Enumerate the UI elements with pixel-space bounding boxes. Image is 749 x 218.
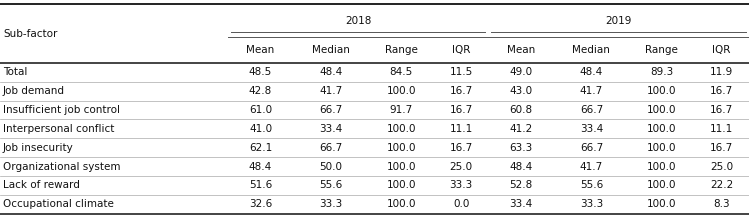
Text: 100.0: 100.0 (386, 180, 416, 190)
Text: 49.0: 49.0 (509, 67, 533, 77)
Text: 63.3: 63.3 (509, 143, 533, 153)
Text: 51.6: 51.6 (249, 180, 272, 190)
Text: Organizational system: Organizational system (3, 162, 121, 172)
Text: 48.4: 48.4 (509, 162, 533, 172)
Text: 33.3: 33.3 (449, 180, 473, 190)
Text: 41.7: 41.7 (580, 162, 603, 172)
Text: 33.3: 33.3 (319, 199, 342, 209)
Text: 55.6: 55.6 (580, 180, 603, 190)
Text: 11.1: 11.1 (710, 124, 733, 134)
Text: 33.4: 33.4 (319, 124, 342, 134)
Text: 48.4: 48.4 (249, 162, 272, 172)
Text: 42.8: 42.8 (249, 86, 272, 96)
Text: 33.3: 33.3 (580, 199, 603, 209)
Text: Occupational climate: Occupational climate (3, 199, 114, 209)
Text: 11.1: 11.1 (449, 124, 473, 134)
Text: 100.0: 100.0 (386, 143, 416, 153)
Text: 41.2: 41.2 (509, 124, 533, 134)
Text: Median: Median (312, 45, 350, 55)
Text: 89.3: 89.3 (650, 67, 673, 77)
Text: 41.7: 41.7 (319, 86, 342, 96)
Text: 100.0: 100.0 (647, 162, 676, 172)
Text: 25.0: 25.0 (710, 162, 733, 172)
Text: 16.7: 16.7 (449, 86, 473, 96)
Text: IQR: IQR (712, 45, 731, 55)
Text: 100.0: 100.0 (386, 162, 416, 172)
Text: 32.6: 32.6 (249, 199, 272, 209)
Text: 66.7: 66.7 (319, 143, 342, 153)
Text: 48.4: 48.4 (319, 67, 342, 77)
Text: 100.0: 100.0 (647, 143, 676, 153)
Text: 50.0: 50.0 (319, 162, 342, 172)
Text: Interpersonal conflict: Interpersonal conflict (3, 124, 115, 134)
Text: 41.0: 41.0 (249, 124, 272, 134)
Text: 55.6: 55.6 (319, 180, 342, 190)
Text: 16.7: 16.7 (710, 105, 733, 115)
Text: 100.0: 100.0 (647, 199, 676, 209)
Text: 100.0: 100.0 (386, 199, 416, 209)
Text: 52.8: 52.8 (509, 180, 533, 190)
Text: Job insecurity: Job insecurity (3, 143, 73, 153)
Text: 91.7: 91.7 (389, 105, 413, 115)
Text: 11.9: 11.9 (710, 67, 733, 77)
Text: 100.0: 100.0 (647, 180, 676, 190)
Text: Mean: Mean (246, 45, 275, 55)
Text: 0.0: 0.0 (453, 199, 470, 209)
Text: 16.7: 16.7 (449, 143, 473, 153)
Text: 22.2: 22.2 (710, 180, 733, 190)
Text: 100.0: 100.0 (647, 124, 676, 134)
Text: Sub-factor: Sub-factor (3, 29, 58, 39)
Text: 60.8: 60.8 (509, 105, 533, 115)
Text: 11.5: 11.5 (449, 67, 473, 77)
Text: 66.7: 66.7 (580, 143, 603, 153)
Text: Median: Median (572, 45, 610, 55)
Text: 100.0: 100.0 (386, 86, 416, 96)
Text: 48.5: 48.5 (249, 67, 272, 77)
Text: 25.0: 25.0 (449, 162, 473, 172)
Text: 66.7: 66.7 (580, 105, 603, 115)
Text: 100.0: 100.0 (647, 105, 676, 115)
Text: Total: Total (3, 67, 28, 77)
Text: Insufficient job control: Insufficient job control (3, 105, 120, 115)
Text: 33.4: 33.4 (580, 124, 603, 134)
Text: Range: Range (385, 45, 418, 55)
Text: Range: Range (646, 45, 678, 55)
Text: 8.3: 8.3 (713, 199, 730, 209)
Text: 61.0: 61.0 (249, 105, 272, 115)
Text: 16.7: 16.7 (449, 105, 473, 115)
Text: Lack of reward: Lack of reward (3, 180, 80, 190)
Text: 2018: 2018 (345, 15, 372, 26)
Text: Mean: Mean (507, 45, 536, 55)
Text: 66.7: 66.7 (319, 105, 342, 115)
Text: 43.0: 43.0 (509, 86, 533, 96)
Text: 16.7: 16.7 (710, 86, 733, 96)
Text: 33.4: 33.4 (509, 199, 533, 209)
Text: 100.0: 100.0 (386, 124, 416, 134)
Text: 62.1: 62.1 (249, 143, 272, 153)
Text: 16.7: 16.7 (710, 143, 733, 153)
Text: 2019: 2019 (605, 15, 632, 26)
Text: 84.5: 84.5 (389, 67, 413, 77)
Text: Job demand: Job demand (3, 86, 65, 96)
Text: 100.0: 100.0 (647, 86, 676, 96)
Text: 41.7: 41.7 (580, 86, 603, 96)
Text: 48.4: 48.4 (580, 67, 603, 77)
Text: IQR: IQR (452, 45, 470, 55)
